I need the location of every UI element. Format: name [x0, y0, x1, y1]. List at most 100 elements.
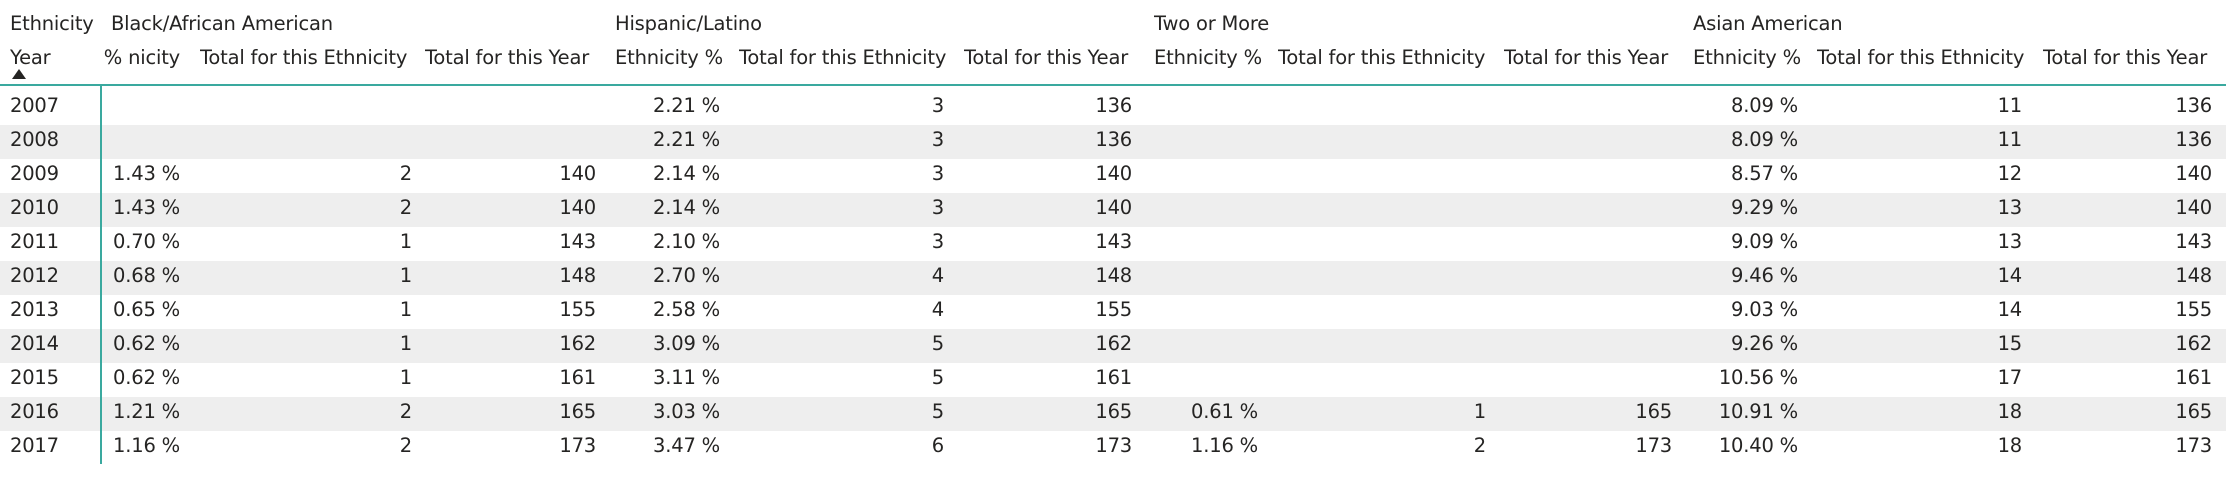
matrix-cell: 140: [559, 196, 596, 219]
column-header[interactable]: Total for this Year: [2043, 46, 2208, 69]
matrix-cell: 136: [2175, 128, 2212, 151]
row-header-year[interactable]: 2016: [10, 400, 59, 423]
matrix-cell: 155: [1095, 298, 1132, 321]
row-header-year[interactable]: 2015: [10, 366, 59, 389]
matrix-cell: 17: [1997, 366, 2022, 389]
matrix-cell: 140: [1095, 196, 1132, 219]
matrix-cell: 0.68 %: [113, 264, 180, 287]
column-header[interactable]: Total for this Year: [1504, 46, 1669, 69]
row-band: [0, 193, 2226, 227]
matrix-cell: 13: [1997, 196, 2022, 219]
group-header: Black/African American: [111, 12, 333, 35]
row-header-year[interactable]: 2012: [10, 264, 59, 287]
row-band: [0, 329, 2226, 363]
matrix-cell: 162: [559, 332, 596, 355]
matrix-cell: 3.03 %: [653, 400, 720, 423]
column-header[interactable]: Total for this Ethnicity: [739, 46, 947, 69]
matrix-cell: 2.14 %: [653, 196, 720, 219]
matrix-cell: 0.70 %: [113, 230, 180, 253]
matrix-cell: 0.62 %: [113, 332, 180, 355]
matrix-cell: 148: [1095, 264, 1132, 287]
matrix-cell: 9.03 %: [1731, 298, 1798, 321]
matrix-cell: 5: [931, 366, 944, 389]
column-header[interactable]: Ethnicity %: [615, 46, 723, 69]
matrix-cell: 148: [559, 264, 596, 287]
matrix-cell: 140: [1095, 162, 1132, 185]
matrix-cell: 10.91 %: [1718, 400, 1798, 423]
matrix-cell: 14: [1997, 264, 2022, 287]
matrix-cell: 136: [1095, 94, 1132, 117]
matrix-cell: 2: [399, 162, 412, 185]
matrix-cell: 3: [931, 128, 944, 151]
matrix-cell: 4: [931, 264, 944, 287]
matrix-cell: 0.62 %: [113, 366, 180, 389]
matrix-cell: 2.21 %: [653, 94, 720, 117]
matrix-cell: 1.16 %: [1191, 434, 1258, 457]
matrix-cell: 143: [559, 230, 596, 253]
matrix-cell: 1: [399, 264, 412, 287]
matrix-cell: 155: [2175, 298, 2212, 321]
matrix-cell: 1: [399, 230, 412, 253]
matrix-cell: 10.56 %: [1718, 366, 1798, 389]
matrix-cell: 9.46 %: [1731, 264, 1798, 287]
row-band: [0, 125, 2226, 159]
matrix-cell: 2.14 %: [653, 162, 720, 185]
column-header[interactable]: Ethnicity %: [1154, 46, 1262, 69]
matrix-cell: 136: [1095, 128, 1132, 151]
group-header: Asian American: [1693, 12, 1843, 35]
row-header-year[interactable]: 2009: [10, 162, 59, 185]
matrix-cell: 1: [1473, 400, 1486, 423]
matrix-cell: 2.21 %: [653, 128, 720, 151]
row-header-year[interactable]: 2008: [10, 128, 59, 151]
matrix-cell: 3: [931, 162, 944, 185]
column-header[interactable]: Total for this Ethnicity: [1278, 46, 1486, 69]
matrix-cell: 162: [2175, 332, 2212, 355]
matrix-cell: 155: [559, 298, 596, 321]
matrix-cell: 3.11 %: [653, 366, 720, 389]
matrix-cell: 165: [1635, 400, 1672, 423]
matrix-cell: 2: [399, 434, 412, 457]
matrix-cell: 2.10 %: [653, 230, 720, 253]
matrix-cell: 140: [559, 162, 596, 185]
matrix-cell: 1: [399, 298, 412, 321]
matrix-cell: 1.21 %: [113, 400, 180, 423]
row-header-year[interactable]: 2010: [10, 196, 59, 219]
column-header[interactable]: Total for this Year: [425, 46, 590, 69]
matrix-cell: 11: [1997, 94, 2022, 117]
matrix-cell: 8.09 %: [1731, 94, 1798, 117]
matrix-cell: 2: [399, 196, 412, 219]
column-header[interactable]: Total for this Ethnicity: [1817, 46, 2025, 69]
matrix-cell: 1.43 %: [113, 162, 180, 185]
corner-row-header[interactable]: Year: [10, 46, 51, 69]
matrix-cell: 5: [931, 332, 944, 355]
matrix-cell: 15: [1997, 332, 2022, 355]
matrix-cell: 3.09 %: [653, 332, 720, 355]
column-header[interactable]: nicity %: [103, 46, 180, 69]
matrix-cell: 140: [2175, 162, 2212, 185]
matrix-cell: 2.58 %: [653, 298, 720, 321]
matrix-cell: 1: [399, 332, 412, 355]
row-header-year[interactable]: 2007: [10, 94, 59, 117]
column-header[interactable]: Total for this Ethnicity: [200, 46, 408, 69]
matrix-cell: 136: [2175, 94, 2212, 117]
matrix-cell: 12: [1997, 162, 2022, 185]
matrix-cell: 148: [2175, 264, 2212, 287]
row-header-year[interactable]: 2013: [10, 298, 59, 321]
row-header-year[interactable]: 2017: [10, 434, 59, 457]
column-header[interactable]: Total for this Year: [964, 46, 1129, 69]
column-header[interactable]: Ethnicity %: [1693, 46, 1801, 69]
matrix-cell: 143: [2175, 230, 2212, 253]
matrix-cell: 0.65 %: [113, 298, 180, 321]
matrix-cell: 162: [1095, 332, 1132, 355]
matrix-cell: 173: [2175, 434, 2212, 457]
frozen-column-divider: [100, 86, 102, 464]
matrix-cell: 8.57 %: [1731, 162, 1798, 185]
matrix-cell: 4: [931, 298, 944, 321]
row-header-year[interactable]: 2014: [10, 332, 59, 355]
matrix-cell: 3: [931, 230, 944, 253]
group-header: Hispanic/Latino: [615, 12, 762, 35]
sort-ascending-icon[interactable]: [12, 69, 26, 79]
row-header-year[interactable]: 2011: [10, 230, 59, 253]
matrix-cell: 6: [931, 434, 944, 457]
